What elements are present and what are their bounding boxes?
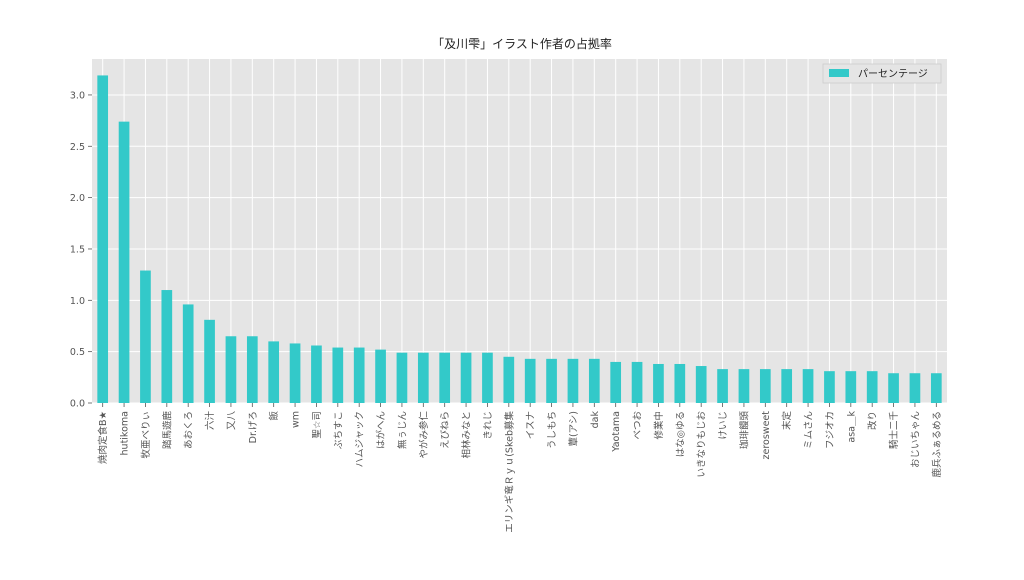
bar — [610, 361, 622, 403]
bar — [246, 336, 258, 403]
x-tick-label: あおくろ — [184, 411, 195, 449]
bar — [759, 369, 771, 403]
bar — [289, 343, 301, 403]
x-tick-label: きれじ — [483, 411, 494, 440]
x-tick-label: 聖☆司 — [312, 411, 323, 439]
bar — [546, 358, 557, 403]
bar — [567, 358, 579, 403]
x-axis: 焼肉定食B★ hutikoma 牧亜べりぃ 踏馬遊鹿 あおくろ 六汁 又八 Dr.げろ飯 wm 聖… — [97, 403, 943, 533]
x-tick-label: 踏馬遊鹿 — [161, 411, 173, 450]
bar — [417, 352, 429, 403]
bar — [824, 371, 835, 403]
x-tick-label: zerosweet — [761, 411, 772, 460]
bar-series — [97, 75, 942, 404]
legend-swatch — [829, 69, 849, 77]
x-tick-label: 騎士二千 — [888, 411, 900, 450]
legend-label: パーセンテージ — [858, 68, 928, 80]
x-tick-label: イスナ — [526, 411, 537, 439]
bar — [97, 75, 109, 404]
x-tick-label: いきなりもじお — [697, 411, 708, 478]
x-tick-label: Yaotama — [611, 411, 622, 453]
bar — [182, 304, 194, 403]
y-tick-label: 1.5 — [70, 244, 85, 255]
bar — [140, 270, 151, 403]
x-tick-label: ぶちすこ — [333, 411, 344, 449]
y-tick-label: 0.5 — [70, 347, 85, 358]
x-tick-label: 飯 — [268, 411, 280, 421]
bar — [909, 373, 921, 403]
y-tick-label: 3.0 — [70, 90, 85, 101]
bar — [588, 358, 600, 403]
x-tick-label: けいじ — [718, 411, 729, 440]
chart-title: 「及川雫」イラスト作者の占拠率 — [432, 36, 612, 51]
y-axis: 0.0 0.5 1.0 1.5 2.0 2.5 3.0 — [70, 90, 92, 410]
x-tick-label: うしもち — [547, 411, 558, 449]
bar — [674, 363, 686, 403]
bar — [653, 363, 664, 403]
x-tick-label: 蕈(アシ) — [567, 411, 579, 447]
legend-box — [822, 63, 942, 84]
x-tick-label: 鹿兵ふぁるめる — [931, 411, 943, 478]
bar — [353, 347, 365, 403]
x-tick-label: 又八 — [226, 411, 237, 431]
bar — [225, 336, 237, 403]
x-tick-label: hutikoma — [120, 411, 131, 455]
x-tick-label: wm — [291, 411, 302, 428]
bar — [332, 347, 344, 403]
x-tick-label: asa＿k — [846, 411, 857, 443]
x-tick-label: dak — [590, 411, 601, 429]
bar — [930, 373, 942, 403]
y-tick-label: 0.0 — [70, 399, 85, 410]
x-tick-label: おじいちゃん — [910, 411, 921, 468]
bar — [717, 369, 728, 403]
x-tick-label: ミムさん — [804, 411, 815, 449]
bar — [866, 371, 878, 403]
x-tick-label: フジオカ — [825, 411, 836, 449]
x-tick-label: 珈琲饅頭 — [738, 411, 750, 450]
y-tick-label: 2.5 — [70, 142, 85, 153]
bar — [802, 369, 814, 403]
bar — [631, 361, 643, 403]
bar — [396, 352, 408, 403]
bar — [781, 369, 793, 403]
x-tick-label: 修業中 — [653, 411, 665, 440]
bar — [695, 366, 707, 403]
x-tick-label: 牧亜べりぃ — [140, 411, 152, 459]
bar — [503, 356, 515, 403]
bar — [439, 352, 451, 403]
bar — [118, 121, 130, 404]
x-tick-label: 末定 — [781, 411, 793, 431]
x-tick-label: えびねら — [440, 411, 451, 449]
y-tick-label: 1.0 — [70, 296, 85, 307]
x-tick-label: 無ぅじん — [396, 411, 408, 449]
x-tick-label: 改り — [867, 411, 879, 430]
x-tick-label: はな◎ゆる — [675, 411, 686, 457]
bar — [524, 358, 536, 403]
bar — [888, 373, 899, 403]
x-tick-label: べつお — [633, 411, 644, 440]
y-tick-label: 2.0 — [70, 193, 85, 204]
x-tick-label: エリンギ竜Ｒｙｕ(Skeb募集 — [503, 411, 515, 533]
x-tick-label: Dr.げろ — [248, 411, 259, 443]
legend: パーセンテージ — [822, 63, 942, 84]
bar — [311, 345, 322, 403]
bar — [268, 341, 280, 403]
x-tick-label: ハムジャック — [355, 411, 366, 468]
x-tick-label: やがみ参仁 — [418, 411, 430, 459]
x-tick-label: 焼肉定食B★ — [97, 411, 109, 464]
bar — [460, 352, 472, 403]
bar — [204, 319, 215, 403]
x-tick-label: はがへん — [375, 411, 387, 449]
x-tick-label: 六汁 — [204, 411, 216, 431]
bar — [738, 369, 750, 403]
bar — [482, 352, 493, 403]
bar — [375, 349, 386, 403]
x-tick-label: 相林みなと — [461, 411, 473, 459]
bar — [161, 290, 173, 403]
bar — [845, 371, 857, 403]
